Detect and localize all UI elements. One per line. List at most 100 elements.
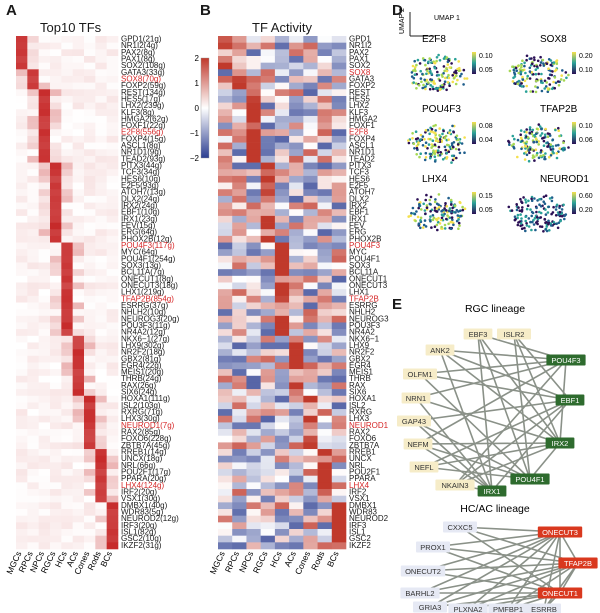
heatmap-b-cell xyxy=(218,282,233,290)
heatmap-a-cell xyxy=(61,295,73,303)
heatmap-a-cell xyxy=(27,36,39,43)
umap-point xyxy=(562,203,565,207)
heatmap-b-cell xyxy=(260,142,276,150)
heatmap-b-cell xyxy=(331,142,347,150)
heatmap-a-cell xyxy=(16,222,28,230)
heatmap-a-cell xyxy=(50,389,62,397)
umap-point xyxy=(440,216,444,220)
heatmap-a-cell xyxy=(50,149,62,157)
network-node-label: ISLR2 xyxy=(504,330,525,339)
heatmap-a-cell xyxy=(38,149,51,157)
heatmap-b-row-label: ESRRG xyxy=(349,301,377,310)
heatmap-b-cell xyxy=(274,302,290,310)
heatmap-a-cell xyxy=(84,95,96,103)
heatmap-b-row-label: HMGA2 xyxy=(349,114,378,123)
heatmap-b-cell xyxy=(246,115,261,123)
heatmap-a-cell xyxy=(50,202,62,210)
heatmap-a-cell xyxy=(106,515,119,523)
heatmap-a-row-label: TCF3(34g) xyxy=(121,168,160,177)
heatmap-b-cell xyxy=(260,269,276,277)
heatmap-a-row-label: FOXP2(59g) xyxy=(121,81,166,90)
heatmap-a-row-label: LHX2(239g) xyxy=(121,101,164,110)
heatmap-b-row-label: WDR83 xyxy=(349,507,378,516)
heatmap-b-title: TF Activity xyxy=(252,20,312,35)
heatmap-a-cell xyxy=(106,435,119,443)
heatmap-a-cell xyxy=(72,282,85,290)
heatmap-a-cell xyxy=(16,195,28,203)
heatmap-a-row-label: POU2F1(17g) xyxy=(121,468,171,477)
heatmap-a-cell xyxy=(72,435,85,443)
heatmap-b-cell xyxy=(246,269,261,277)
heatmap-a-row-label: ASCL1(8g) xyxy=(121,141,161,150)
umap-point xyxy=(544,213,548,216)
heatmap-b-cell xyxy=(246,69,261,77)
umap-point xyxy=(520,85,524,88)
heatmap-b-cell xyxy=(331,89,347,97)
heatmap-a-cell xyxy=(27,95,39,103)
heatmap-a-cell xyxy=(38,255,51,263)
heatmap-b-cell xyxy=(331,182,347,190)
heatmap-b-cell xyxy=(274,495,290,503)
heatmap-a-cell xyxy=(16,82,28,90)
heatmap-a-cell xyxy=(61,182,73,190)
heatmap-b-cell xyxy=(331,189,347,197)
umap-point xyxy=(520,210,524,213)
umap-point xyxy=(445,69,449,73)
heatmap-b-cell xyxy=(317,389,333,397)
umap-point xyxy=(534,85,537,88)
heatmap-b-cell xyxy=(317,129,333,137)
heatmap-b-cell xyxy=(246,362,261,370)
network-edge xyxy=(491,399,571,492)
heatmap-b-cell xyxy=(303,115,318,123)
heatmap-a-cell xyxy=(84,122,96,130)
umap-point xyxy=(525,54,529,58)
heatmap-a-cell xyxy=(72,215,85,223)
umap-point xyxy=(538,203,541,206)
heatmap-b-row-label: NEUROD2 xyxy=(349,514,389,523)
umap-point xyxy=(533,159,536,162)
heatmap-b-cell xyxy=(289,462,304,470)
heatmap-b-cell xyxy=(260,409,276,417)
colorbar-tick: 0 xyxy=(195,104,200,113)
umap-point xyxy=(432,131,436,134)
heatmap-b-cell xyxy=(331,222,347,230)
umap-point xyxy=(542,200,545,203)
heatmap-a-row-label: UNCX(18g) xyxy=(121,454,163,463)
umap-point xyxy=(430,78,434,82)
heatmap-a-cell xyxy=(27,215,39,223)
heatmap-a-row-label: ATOH7(13g) xyxy=(121,188,166,197)
heatmap-b-cell xyxy=(289,355,304,363)
network-node-label: IRX2 xyxy=(552,439,569,448)
heatmap-a-cell xyxy=(84,215,96,223)
heatmap-b-cell xyxy=(260,209,276,217)
heatmap-b-cell xyxy=(260,195,276,203)
heatmap-b-cell xyxy=(246,182,261,190)
heatmap-a-cell xyxy=(61,242,73,250)
heatmap-a-cell xyxy=(27,455,39,463)
umap-point xyxy=(450,161,453,164)
heatmap-a-cell xyxy=(38,242,51,250)
umap-point xyxy=(419,219,422,222)
heatmap-b-cell xyxy=(246,502,261,510)
heatmap-a-row-label: MEIS1(20g) xyxy=(121,368,164,377)
umap-point xyxy=(459,214,463,218)
umap-point xyxy=(539,55,542,59)
umap-point xyxy=(434,139,438,142)
heatmap-b-cell xyxy=(331,69,347,77)
heatmap-b-cell xyxy=(218,142,233,150)
heatmap-b-cell xyxy=(303,482,318,490)
heatmap-a-cell xyxy=(61,69,73,77)
umap-point xyxy=(564,213,568,216)
heatmap-a-cell xyxy=(84,295,96,303)
umap-point xyxy=(528,151,531,155)
heatmap-b-cell xyxy=(289,262,304,270)
umap-point xyxy=(559,219,562,223)
heatmap-a-cell xyxy=(27,435,39,443)
heatmap-a-cell xyxy=(16,122,28,130)
heatmap-b-cell xyxy=(274,449,290,457)
umap-point xyxy=(449,227,453,231)
heatmap-b-cell xyxy=(218,442,233,450)
heatmap-b-cell xyxy=(260,55,276,63)
heatmap-b-cell xyxy=(246,515,261,523)
heatmap-a-cell xyxy=(95,369,107,377)
